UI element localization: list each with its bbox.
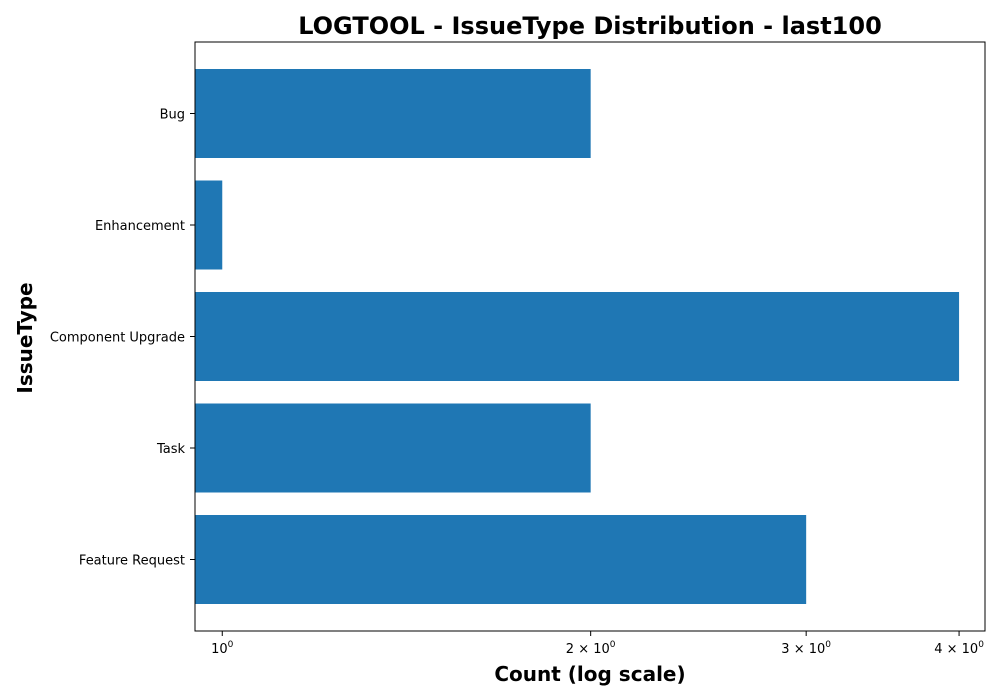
bar-feature-request xyxy=(195,515,807,604)
x-tick-label: 4 × 100 xyxy=(934,640,984,657)
x-axis-label: Count (log scale) xyxy=(494,662,685,686)
y-tick-label: Bug xyxy=(160,108,185,123)
x-axis: 100 2 × 100 3 × 100 4 × 100 xyxy=(211,631,984,657)
bar-task xyxy=(195,403,591,493)
y-axis: Bug Enhancement Component Upgrade Task Featu… xyxy=(50,108,195,569)
chart-title: LOGTOOL - IssueType Distribution - last1… xyxy=(298,12,882,40)
x-tick-label: 3 × 100 xyxy=(781,640,831,657)
x-tick-label: 100 xyxy=(211,640,234,657)
bars-group xyxy=(195,69,960,604)
y-tick-label: Component Upgrade xyxy=(50,331,185,346)
bar-enhancement xyxy=(195,180,223,270)
y-axis-label: IssueType xyxy=(13,282,37,393)
bar-component-upgrade xyxy=(195,292,960,381)
y-tick-label: Task xyxy=(156,442,186,457)
bar-bug xyxy=(195,69,591,158)
y-tick-label: Enhancement xyxy=(95,219,185,234)
y-tick-label: Feature Request xyxy=(79,554,185,569)
x-tick-label: 2 × 100 xyxy=(566,640,616,657)
